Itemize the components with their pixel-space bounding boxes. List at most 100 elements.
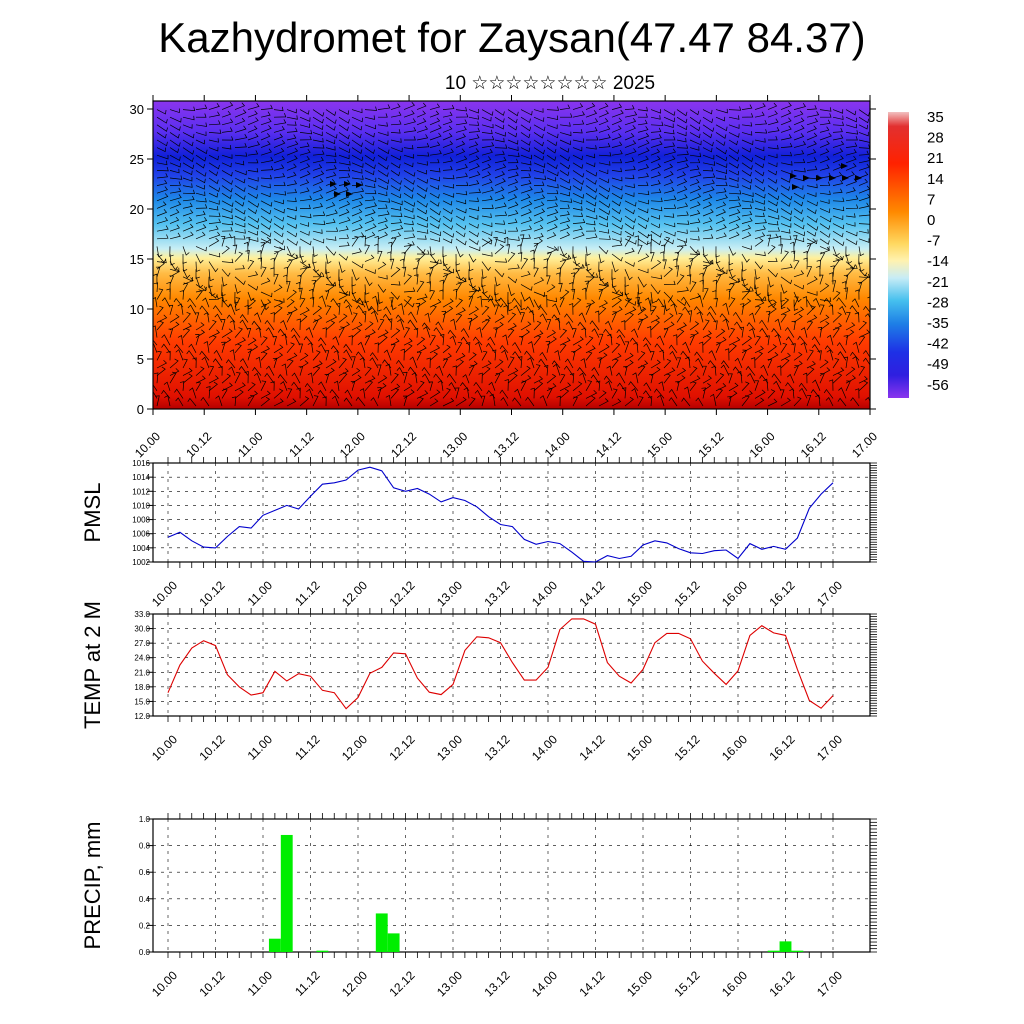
y-tick-label: 30 [130,102,144,117]
x-tick-label: 13.00 [434,732,465,763]
x-tick-label: 10.00 [149,732,180,763]
y-tick-label: 1012 [132,487,150,496]
y-tick-label: 0 [137,402,144,417]
colorbar-label: -28 [927,294,949,311]
x-tick-label: 10.12 [196,968,227,999]
colorbar-label: 7 [927,191,935,208]
y-axis-title: PMSL [80,483,105,543]
precip-bar [316,950,329,952]
x-tick-label: 13.12 [481,578,512,609]
colorbar-labels: 35 28 21 14 7 0 -7 -14 -21 -28 -35 -42 -49 -56 [927,109,949,394]
precip-bar [375,913,388,952]
grid-lines [153,613,870,717]
x-tick-label: 15.12 [671,732,702,763]
colorbar-scale [888,112,909,398]
x-tick-label: 13.12 [481,732,512,763]
chart-subtitle: 10 ☆☆☆☆☆☆☆☆ 2025 [444,73,656,94]
wind-arrow-icon [344,181,351,187]
x-tick-label: 11.00 [245,968,276,999]
y-tick-label: 1002 [132,558,150,567]
x-tick-label: 14.00 [529,578,560,609]
y-tick-label: 1014 [132,473,150,482]
pmsl-panel: 1002 1004 1006 1008 1010 1012 1014 1016 10.00 10.… [80,457,877,609]
wind-arrow-icon [842,175,849,181]
colorbar-label: 21 [927,150,944,167]
colorbar-label: 14 [927,171,944,188]
x-tick-label: 10.00 [149,968,180,999]
x-tick-label: 15.12 [695,429,726,460]
y-tick-label: 30.0 [134,625,150,634]
x-tick-label: 10.00 [149,578,180,609]
wind-arrow-icon [816,175,823,181]
x-tick-label: 11.12 [292,732,323,763]
y-tick-label: 24.0 [134,654,150,663]
y-tick-label: 0.2 [139,921,151,930]
wind-arrow-icon [356,182,363,188]
y-tick-label: 20 [130,202,144,217]
colorbar-label: 28 [927,130,944,147]
x-tick-label: 11.00 [245,578,276,609]
x-tick-label: 12.00 [337,429,368,460]
precip-bar [387,933,400,952]
x-tick-label: 15.12 [671,968,702,999]
y-tick-label: 1016 [132,459,150,468]
y-tick-label: 1010 [132,501,150,510]
y-tick-label: 15.0 [134,697,150,706]
x-tick-label: 10.12 [196,578,227,609]
wind-arrow-icon [346,191,353,197]
x-tick-label: 12.00 [339,968,370,999]
y-tick-label: 0.6 [139,868,151,877]
x-tick-label: 16.00 [747,429,778,460]
precip-bar [779,941,792,952]
y-tick-label: 1006 [132,530,150,539]
y-tick-label: 15 [130,252,144,267]
precip-bar [268,938,281,952]
y-tick-label: 0.4 [139,895,151,904]
colorbar-label: -21 [927,274,949,291]
wind-arrow-icon [855,175,862,181]
grid-lines [153,818,870,953]
precip-bar [280,834,293,952]
panel-frame [152,613,871,717]
wind-arrow-icon [792,184,799,190]
cross-section-y-axis: 0 5 10 15 20 25 30 [130,102,876,417]
x-tick-label: 12.12 [386,578,417,609]
wind-arrow-icon [334,191,341,197]
x-tick-label: 13.00 [434,578,465,609]
y-tick-label: 0.8 [139,842,151,851]
x-tick-label: 14.12 [576,968,607,999]
x-tick-label: 13.00 [439,429,470,460]
colorbar-label: -35 [927,315,949,332]
colorbar-label: -49 [927,356,949,373]
y-tick-label: 27.0 [134,639,150,648]
y-tick-label: 10 [130,302,144,317]
x-tick-label: 15.00 [624,968,655,999]
temp-panel: 12.0 15.0 18.0 21.0 24.0 27.0 30.0 33.0 10.00 10.… [80,601,877,763]
x-tick-label: 12.00 [339,578,370,609]
minor-ticks [167,608,877,722]
wind-arrow-icon [841,163,848,169]
minor-ticks [167,813,877,958]
x-tick-label: 16.12 [766,968,797,999]
x-tick-label: 17.00 [814,578,845,609]
x-tick-label: 14.12 [593,429,624,460]
x-tick-label: 16.00 [719,968,750,999]
y-tick-label: 1004 [132,544,150,553]
colorbar-label: 35 [927,109,944,126]
x-tick-label: 16.12 [766,732,797,763]
x-tick-label: 14.00 [529,968,560,999]
x-tick-label: 14.00 [529,732,560,763]
minor-ticks [167,457,877,568]
x-tick-label: 17.00 [849,429,880,460]
colorbar-label: -14 [927,253,949,270]
y-tick-label: 33.0 [134,610,150,619]
x-tick-label: 11.12 [292,578,323,609]
y-tick-label: 12.0 [134,712,150,721]
x-tick-label: 12.12 [386,732,417,763]
x-tick-label: 12.00 [339,732,370,763]
x-tick-label: 10.12 [196,732,227,763]
wind-arrows [330,163,862,197]
y-axis-title: TEMP at 2 M [80,601,105,729]
x-tick-label: 11.12 [286,429,317,460]
x-tick-label: 17.00 [814,968,845,999]
